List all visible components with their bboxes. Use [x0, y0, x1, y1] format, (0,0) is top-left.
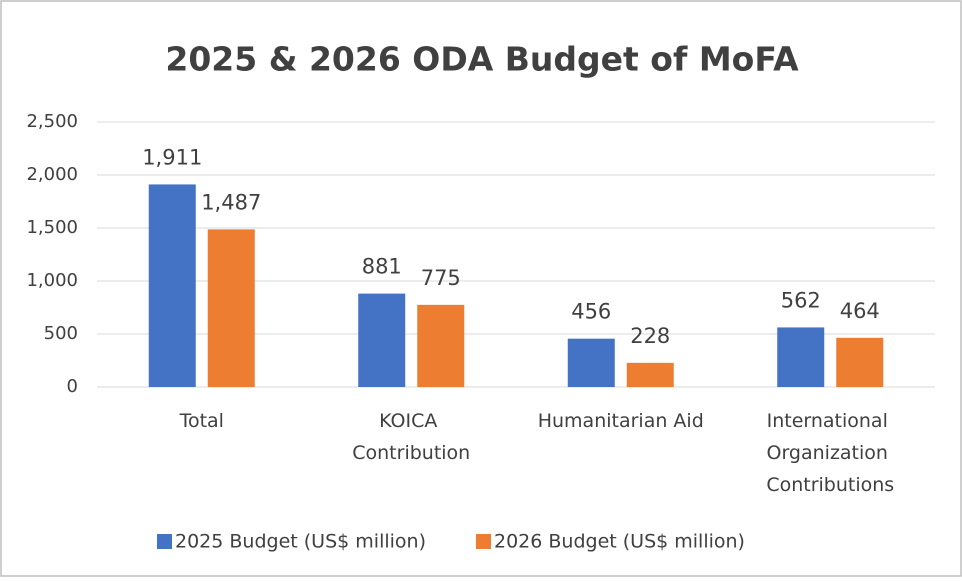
y-tick-label: 1,000 [26, 270, 78, 291]
value-label: 1,487 [201, 190, 261, 214]
bar [567, 338, 615, 387]
value-label: 775 [421, 266, 461, 290]
value-label: 1,911 [142, 145, 202, 169]
y-tick-label: 500 [44, 323, 78, 344]
legend-swatch [157, 534, 172, 549]
bar [836, 337, 884, 387]
y-tick-label: 2,000 [26, 164, 78, 185]
x-tick-label: Humanitarian Aid [538, 410, 704, 432]
value-label: 456 [571, 300, 611, 324]
bar [148, 184, 196, 387]
bar [417, 304, 465, 387]
x-tick-label: KOICA Contribution [352, 410, 470, 464]
legend-label: 2026 Budget (US$ million) [494, 531, 745, 553]
value-label: 464 [840, 299, 880, 323]
value-label: 228 [630, 324, 670, 348]
bar [358, 293, 406, 387]
y-tick-label: 0 [67, 376, 78, 397]
x-tick-label: International Organization Contributions [766, 410, 894, 496]
x-tick-label: Total [179, 410, 224, 432]
value-label: 562 [781, 288, 821, 312]
bar [777, 327, 825, 387]
legend-swatch [475, 534, 491, 549]
chart-title: 2025 & 2026 ODA Budget of MoFA [165, 40, 799, 79]
value-label: 881 [362, 255, 402, 279]
bar [626, 362, 674, 387]
legend-label: 2025 Budget (US$ million) [175, 531, 426, 553]
bar [207, 229, 255, 387]
y-tick-label: 1,500 [26, 217, 78, 238]
y-tick-label: 2,500 [26, 111, 78, 132]
